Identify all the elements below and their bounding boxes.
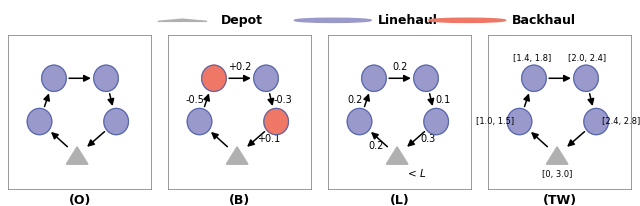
Circle shape — [348, 108, 372, 135]
Text: Backhaul: Backhaul — [512, 14, 576, 27]
Text: [1.4, 1.8]: [1.4, 1.8] — [513, 54, 552, 63]
Circle shape — [202, 65, 227, 91]
Text: -0.3: -0.3 — [273, 95, 292, 105]
Circle shape — [253, 65, 278, 91]
Text: -0.5: -0.5 — [186, 95, 205, 105]
Circle shape — [573, 65, 598, 91]
Circle shape — [362, 65, 387, 91]
Text: 0.2: 0.2 — [369, 141, 384, 151]
Circle shape — [584, 108, 609, 135]
Text: (O): (O) — [69, 194, 91, 206]
Text: +0.1: +0.1 — [257, 133, 280, 144]
Circle shape — [188, 108, 212, 135]
Circle shape — [508, 108, 532, 135]
Circle shape — [294, 18, 371, 22]
Circle shape — [42, 65, 67, 91]
Text: 0.2: 0.2 — [392, 62, 408, 73]
Circle shape — [93, 65, 118, 91]
Circle shape — [28, 108, 52, 135]
Text: 0.2: 0.2 — [348, 95, 363, 105]
Circle shape — [264, 108, 289, 135]
Text: < L: < L — [408, 169, 426, 179]
Text: (B): (B) — [229, 194, 251, 206]
Circle shape — [522, 65, 547, 91]
Text: [2.0, 2.4]: [2.0, 2.4] — [568, 54, 607, 63]
Circle shape — [413, 65, 438, 91]
Circle shape — [429, 18, 506, 22]
Circle shape — [104, 108, 129, 135]
Text: Linehaul: Linehaul — [378, 14, 438, 27]
Polygon shape — [227, 147, 248, 164]
Text: [2.4, 2.8]: [2.4, 2.8] — [602, 117, 640, 126]
Text: [0, 3.0]: [0, 3.0] — [542, 170, 572, 179]
Polygon shape — [67, 147, 88, 164]
Circle shape — [424, 108, 449, 135]
Polygon shape — [387, 147, 408, 164]
Text: Depot: Depot — [221, 14, 263, 27]
Text: [1.0, 1.5]: [1.0, 1.5] — [476, 117, 514, 126]
Polygon shape — [547, 147, 568, 164]
Polygon shape — [157, 19, 207, 21]
Text: 0.3: 0.3 — [420, 133, 436, 144]
Text: (L): (L) — [390, 194, 410, 206]
Text: (TW): (TW) — [543, 194, 577, 206]
Text: +0.2: +0.2 — [228, 62, 252, 73]
Text: 0.1: 0.1 — [435, 95, 451, 105]
